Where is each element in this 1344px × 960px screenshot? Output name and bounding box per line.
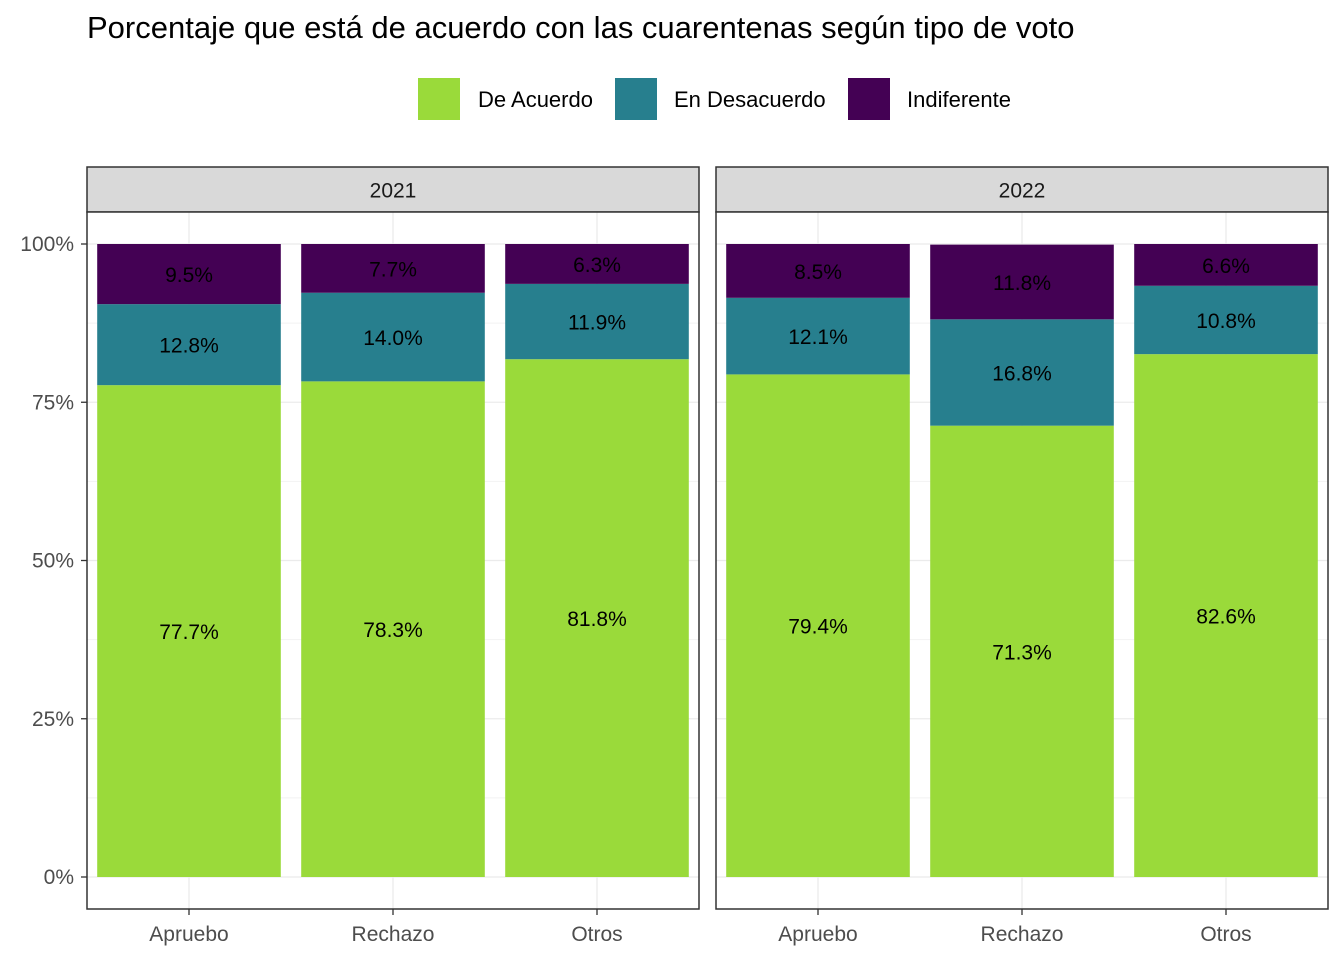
bar-label-en-desacuerdo: 11.9%: [568, 312, 626, 335]
legend: De Acuerdo En Desacuerdo Indiferente: [0, 78, 1344, 120]
bar-label-de-acuerdo: 77.7%: [159, 621, 219, 644]
chart-title: Porcentaje que está de acuerdo con las c…: [87, 10, 1075, 45]
bar-label-indiferente: 11.8%: [993, 272, 1051, 295]
bar-label-indiferente: 8.5%: [794, 261, 842, 284]
bar-segment-en-desacuerdo: [1134, 285, 1318, 355]
legend-label-de-acuerdo: De Acuerdo: [478, 87, 593, 112]
bar-label-de-acuerdo: 81.8%: [567, 608, 627, 631]
bar-label-indiferente: 7.7%: [369, 258, 417, 281]
bar-label-indiferente: 9.5%: [165, 264, 213, 287]
bar-segment-indiferente: [97, 244, 281, 305]
y-tick-label: 0%: [44, 866, 74, 889]
bar-segment-en-desacuerdo: [505, 283, 689, 360]
bar-label-indiferente: 6.6%: [1202, 255, 1250, 278]
x-tick-label: Otros: [571, 923, 622, 946]
bar-label-en-desacuerdo: 14.0%: [363, 327, 423, 350]
legend-key-de-acuerdo: [418, 78, 460, 120]
bar-segment-indiferente: [505, 244, 689, 284]
bar-segment-de-acuerdo: [505, 359, 689, 877]
bar-segment-indiferente: [1134, 244, 1318, 286]
bar-label-de-acuerdo: 79.4%: [788, 616, 848, 639]
bar-segment-indiferente: [930, 244, 1114, 320]
bar-segment-de-acuerdo: [301, 381, 485, 877]
bar-segment-en-desacuerdo: [726, 297, 910, 375]
bar-segment-de-acuerdo: [1134, 354, 1318, 878]
bar-label-de-acuerdo: 78.3%: [363, 619, 423, 642]
y-tick-label: 75%: [32, 391, 74, 414]
y-tick-label: 50%: [32, 550, 74, 573]
x-tick-label: Rechazo: [352, 923, 435, 946]
legend-key-indiferente: [848, 78, 890, 120]
legend-label-indiferente: Indiferente: [907, 87, 1011, 112]
facet-strip: [715, 166, 1329, 213]
bar-label-de-acuerdo: 82.6%: [1196, 606, 1256, 629]
x-tick-label: Otros: [1200, 923, 1251, 946]
legend-label-en-desacuerdo: En Desacuerdo: [674, 87, 826, 112]
x-tick-label: Apruebo: [778, 923, 857, 946]
y-tick-label: 25%: [32, 708, 74, 731]
facet-strip-label: 2022: [999, 180, 1046, 203]
x-tick-label: Apruebo: [149, 923, 228, 946]
bar-label-en-desacuerdo: 12.8%: [159, 335, 219, 358]
legend-key-en-desacuerdo: [615, 78, 657, 120]
bar-segment-indiferente: [726, 244, 910, 298]
bar-label-indiferente: 6.3%: [573, 254, 621, 277]
bar-segment-de-acuerdo: [726, 374, 910, 877]
y-tick-label: 100%: [20, 233, 74, 256]
bar-label-de-acuerdo: 71.3%: [992, 641, 1052, 664]
bar-label-en-desacuerdo: 12.1%: [788, 326, 848, 349]
x-tick-label: Rechazo: [981, 923, 1064, 946]
bar-segment-de-acuerdo: [930, 425, 1114, 877]
facet-strip: [86, 166, 700, 213]
bar-segment-en-desacuerdo: [97, 304, 281, 386]
bar-segment-indiferente: [301, 244, 485, 293]
bar-label-en-desacuerdo: 16.8%: [992, 362, 1052, 385]
bar-segment-de-acuerdo: [97, 385, 281, 877]
bar-label-en-desacuerdo: 10.8%: [1196, 310, 1256, 333]
bar-segment-en-desacuerdo: [301, 292, 485, 382]
bar-segment-en-desacuerdo: [930, 319, 1114, 426]
facet-strip-label: 2021: [370, 180, 417, 203]
